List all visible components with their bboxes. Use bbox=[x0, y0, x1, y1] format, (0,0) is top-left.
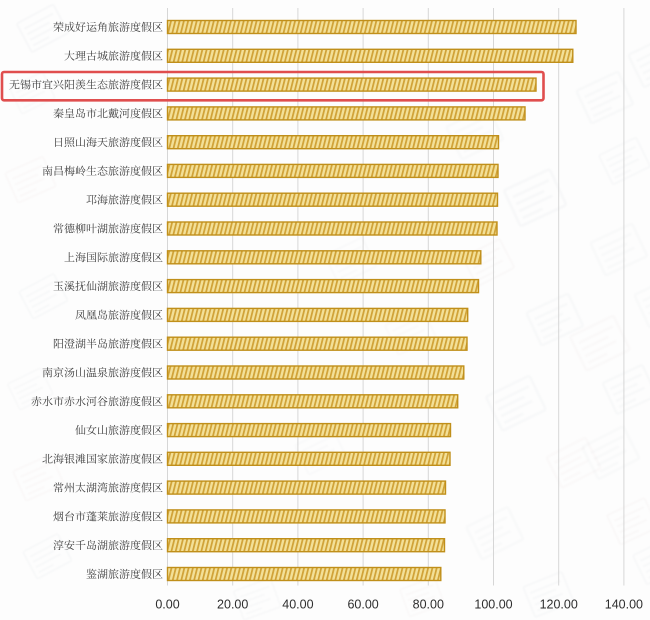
svg-text:80.00: 80.00 bbox=[413, 598, 444, 612]
svg-text:40.00: 40.00 bbox=[282, 598, 313, 612]
svg-text:140.00: 140.00 bbox=[605, 598, 643, 612]
svg-text:100.00: 100.00 bbox=[474, 598, 512, 612]
svg-text:60.00: 60.00 bbox=[347, 598, 378, 612]
svg-text:120.00: 120.00 bbox=[540, 598, 578, 612]
svg-text:20.00: 20.00 bbox=[217, 598, 248, 612]
svg-text:0.00: 0.00 bbox=[155, 598, 179, 612]
